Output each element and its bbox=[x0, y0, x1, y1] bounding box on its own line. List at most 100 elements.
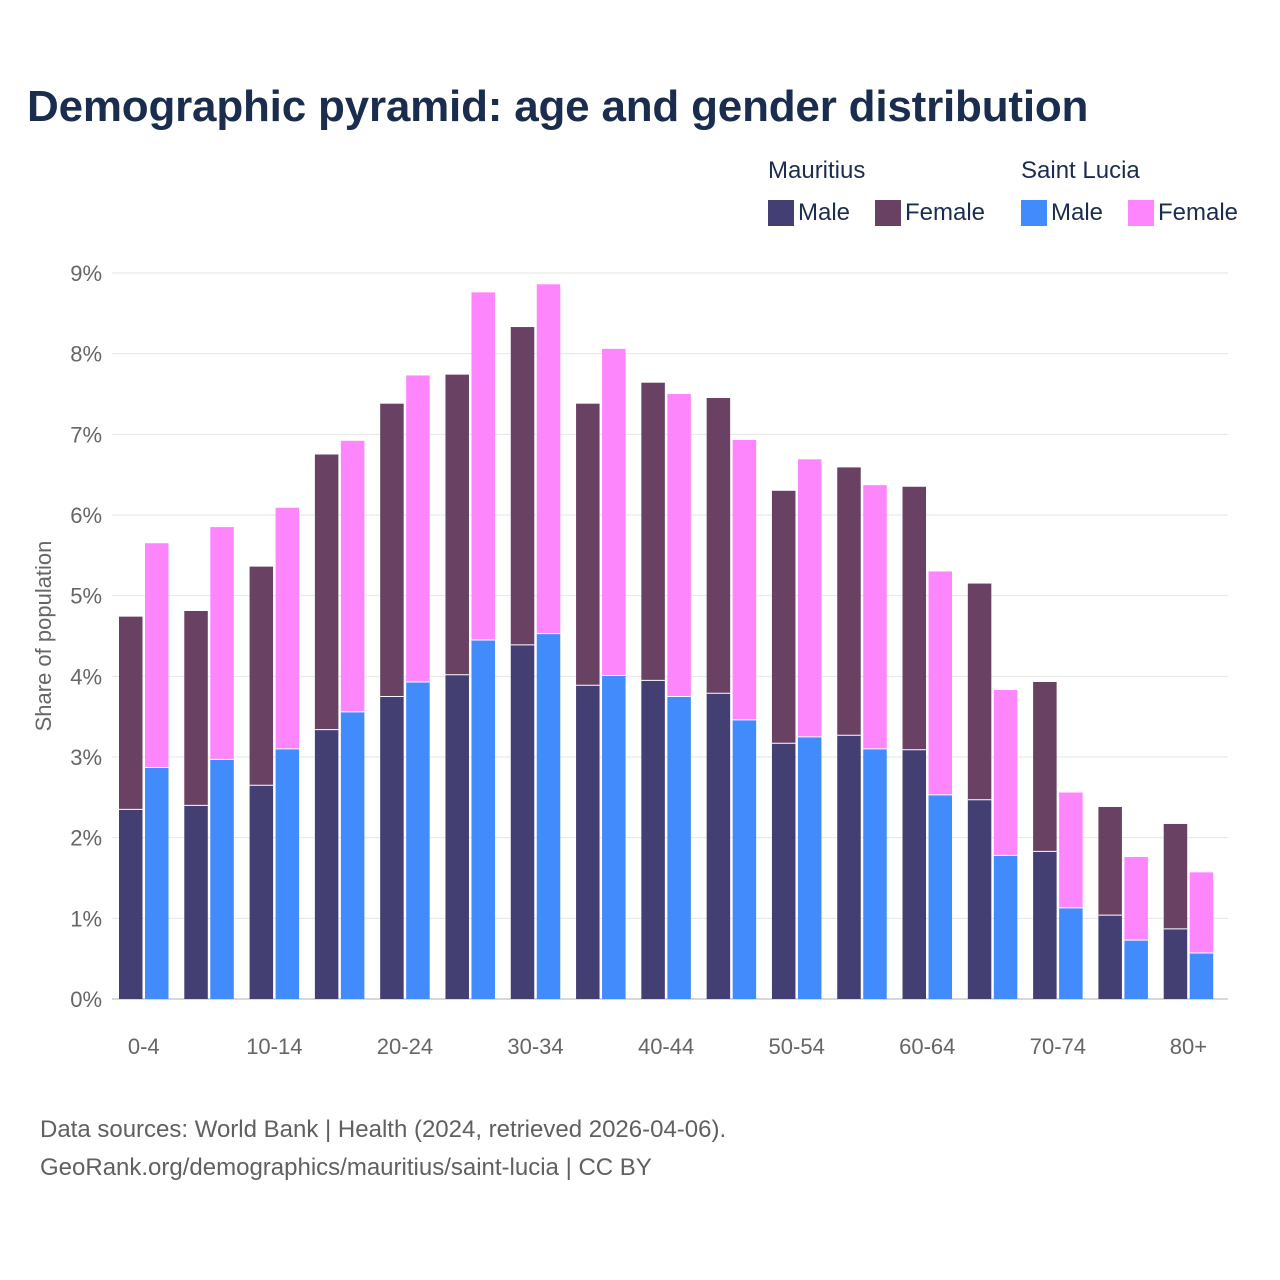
bar-mauritius-male[interactable] bbox=[249, 785, 274, 999]
bar-mauritius-female[interactable] bbox=[902, 486, 927, 750]
bar-mauritius-male[interactable] bbox=[771, 743, 796, 999]
bar-mauritius-female[interactable] bbox=[641, 382, 665, 681]
population-chart: 0% 1% 2% 3% 4% 5% 6% 7% 8% 9% 0-4 10-14 20-24 30-34 4… bbox=[31, 261, 1228, 1059]
bar-mauritius-male[interactable] bbox=[184, 805, 208, 999]
bar-saint-lucia-female[interactable] bbox=[797, 459, 822, 737]
y-tick-label: 7% bbox=[70, 422, 102, 447]
x-axis-ticks: 0-4 10-14 20-24 30-34 40-44 50-54 60-64 70-74 80… bbox=[128, 1034, 1207, 1059]
y-tick-label: 2% bbox=[70, 826, 102, 851]
bar-saint-lucia-female[interactable] bbox=[1189, 872, 1214, 954]
bar-mauritius-male[interactable] bbox=[576, 685, 600, 999]
bar-saint-lucia-female[interactable] bbox=[993, 690, 1018, 856]
source-line-1: Data sources: World Bank | Health (2024,… bbox=[40, 1116, 727, 1143]
bar-mauritius-female[interactable] bbox=[706, 398, 731, 694]
bar-mauritius-male[interactable] bbox=[380, 696, 404, 1000]
y-tick-label: 8% bbox=[70, 342, 102, 367]
bar-saint-lucia-female[interactable] bbox=[275, 507, 300, 749]
bar-mauritius-male[interactable] bbox=[119, 809, 143, 999]
bar-mauritius-male[interactable] bbox=[510, 644, 535, 999]
bar-saint-lucia-male[interactable] bbox=[275, 748, 300, 999]
y-tick-label: 9% bbox=[70, 261, 102, 286]
bar-saint-lucia-female[interactable] bbox=[1124, 857, 1148, 941]
bar-mauritius-male[interactable] bbox=[1098, 915, 1122, 999]
bar-mauritius-female[interactable] bbox=[576, 403, 600, 686]
bar-mauritius-male[interactable] bbox=[1163, 928, 1188, 999]
legend-swatch-saint-lucia-female bbox=[1128, 200, 1154, 226]
bar-mauritius-male[interactable] bbox=[314, 729, 339, 999]
bar-mauritius-male[interactable] bbox=[706, 693, 731, 999]
bar-mauritius-male[interactable] bbox=[902, 749, 927, 999]
legend-swatch-mauritius-female bbox=[875, 200, 901, 226]
bar-saint-lucia-male[interactable] bbox=[928, 794, 953, 999]
bar-saint-lucia-female[interactable] bbox=[145, 543, 169, 768]
legend-item-mauritius-male[interactable]: Male bbox=[768, 199, 850, 227]
bar-saint-lucia-female[interactable] bbox=[732, 439, 757, 720]
bar-mauritius-female[interactable] bbox=[1033, 681, 1057, 852]
bar-mauritius-female[interactable] bbox=[119, 616, 143, 810]
bar-mauritius-male[interactable] bbox=[445, 674, 469, 999]
y-tick-label: 3% bbox=[70, 745, 102, 770]
bar-saint-lucia-male[interactable] bbox=[993, 855, 1018, 999]
bar-saint-lucia-female[interactable] bbox=[471, 292, 495, 641]
bar-saint-lucia-female[interactable] bbox=[406, 375, 430, 682]
bar-saint-lucia-female[interactable] bbox=[1059, 792, 1083, 908]
bar-saint-lucia-male[interactable] bbox=[145, 767, 169, 999]
bar-saint-lucia-male[interactable] bbox=[471, 640, 495, 999]
bar-mauritius-female[interactable] bbox=[1098, 807, 1122, 916]
bar-mauritius-female[interactable] bbox=[1163, 823, 1188, 929]
bar-saint-lucia-female[interactable] bbox=[536, 284, 561, 634]
source-line-2: GeoRank.org/demographics/mauritius/saint… bbox=[40, 1154, 652, 1181]
x-tick-label: 0-4 bbox=[128, 1034, 160, 1059]
bar-saint-lucia-female[interactable] bbox=[667, 394, 691, 697]
bar-saint-lucia-female[interactable] bbox=[928, 571, 953, 795]
legend-item-saint-lucia-female[interactable]: Female bbox=[1128, 199, 1238, 227]
bar-saint-lucia-male[interactable] bbox=[1189, 953, 1214, 999]
bars bbox=[119, 284, 1214, 1000]
bar-saint-lucia-male[interactable] bbox=[210, 759, 234, 999]
bar-mauritius-male[interactable] bbox=[967, 799, 992, 999]
bar-saint-lucia-male[interactable] bbox=[1124, 940, 1148, 999]
legend-item-saint-lucia-male[interactable]: Male bbox=[1021, 199, 1103, 227]
legend-label-mauritius-male: Male bbox=[798, 199, 851, 226]
x-tick-label: 10-14 bbox=[246, 1034, 302, 1059]
legend-label-saint-lucia-female: Female bbox=[1158, 199, 1239, 226]
bar-mauritius-female[interactable] bbox=[967, 583, 992, 800]
bar-mauritius-female[interactable] bbox=[184, 610, 208, 806]
bar-saint-lucia-male[interactable] bbox=[863, 748, 887, 999]
legend-swatch-saint-lucia-male bbox=[1021, 200, 1047, 226]
bar-mauritius-female[interactable] bbox=[314, 454, 339, 730]
bar-saint-lucia-male[interactable] bbox=[1059, 907, 1083, 999]
bar-saint-lucia-male[interactable] bbox=[797, 736, 822, 999]
x-tick-label: 20-24 bbox=[377, 1034, 433, 1059]
bar-saint-lucia-male[interactable] bbox=[667, 696, 691, 1000]
bar-mauritius-male[interactable] bbox=[1033, 851, 1057, 999]
bar-saint-lucia-male[interactable] bbox=[340, 711, 365, 999]
bar-mauritius-female[interactable] bbox=[380, 403, 404, 697]
bar-saint-lucia-female[interactable] bbox=[863, 485, 887, 749]
bar-saint-lucia-male[interactable] bbox=[536, 633, 561, 999]
bar-mauritius-female[interactable] bbox=[510, 327, 535, 645]
bar-saint-lucia-female[interactable] bbox=[602, 348, 626, 676]
y-tick-label: 0% bbox=[70, 987, 102, 1012]
bar-saint-lucia-female[interactable] bbox=[210, 527, 234, 760]
y-tick-label: 1% bbox=[70, 906, 102, 931]
bar-saint-lucia-male[interactable] bbox=[602, 675, 626, 999]
bar-mauritius-female[interactable] bbox=[771, 490, 796, 744]
bar-mauritius-female[interactable] bbox=[837, 467, 861, 736]
bar-mauritius-male[interactable] bbox=[641, 680, 665, 999]
bar-saint-lucia-male[interactable] bbox=[732, 719, 757, 999]
bar-mauritius-female[interactable] bbox=[445, 374, 469, 675]
x-tick-label: 80+ bbox=[1170, 1034, 1207, 1059]
legend-label-mauritius-female: Female bbox=[905, 199, 986, 226]
bar-mauritius-female[interactable] bbox=[249, 566, 274, 786]
bar-saint-lucia-female[interactable] bbox=[340, 440, 365, 712]
bar-saint-lucia-male[interactable] bbox=[406, 681, 430, 999]
x-tick-label: 40-44 bbox=[638, 1034, 694, 1059]
legend-group-saint-lucia: Saint Lucia bbox=[1021, 157, 1140, 184]
legend-item-mauritius-female[interactable]: Female bbox=[875, 199, 985, 227]
bar-mauritius-male[interactable] bbox=[837, 735, 861, 999]
x-tick-label: 60-64 bbox=[899, 1034, 955, 1059]
y-tick-label: 5% bbox=[70, 584, 102, 609]
y-axis-ticks: 0% 1% 2% 3% 4% 5% 6% 7% 8% 9% bbox=[70, 261, 102, 1012]
legend-swatch-mauritius-male bbox=[768, 200, 794, 226]
